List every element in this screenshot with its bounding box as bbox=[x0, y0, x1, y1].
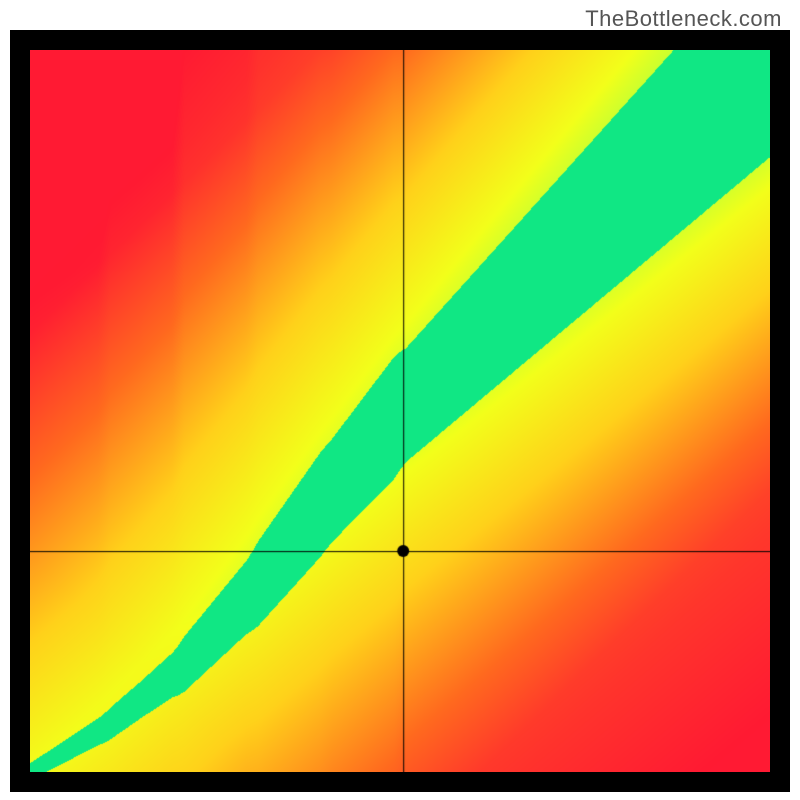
watermark-text: TheBottleneck.com bbox=[585, 6, 782, 32]
chart-container: TheBottleneck.com bbox=[0, 0, 800, 800]
bottleneck-heatmap bbox=[30, 50, 770, 772]
